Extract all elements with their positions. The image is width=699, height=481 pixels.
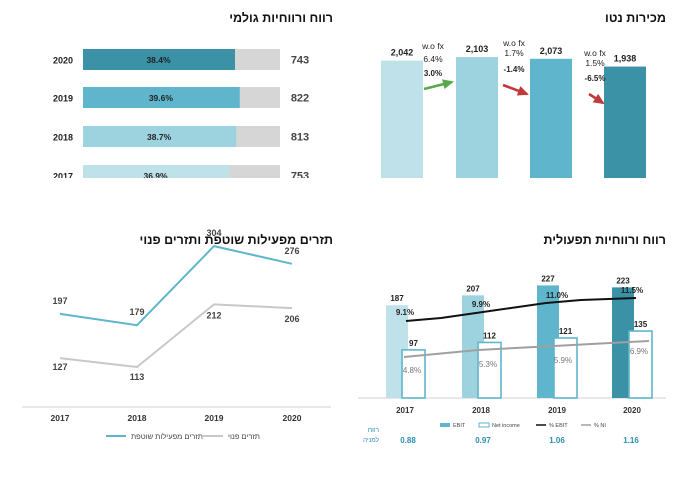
net-sales-value-label-2017: 2,042 — [391, 48, 414, 58]
gross-profit-margin-bar-2019 — [83, 87, 240, 108]
gross-profit-margin-label-2020: 38.4% — [146, 55, 171, 65]
net-sales-value-label-2018: 2,103 — [466, 44, 489, 54]
net-sales-wofx-value-1: 1.7% — [504, 48, 524, 58]
pct-ebit-label-2018: 9.9% — [472, 300, 490, 309]
cash-flow-label-1-2017: 127 — [52, 362, 67, 372]
net-sales-wofx-label-0: w.o fx — [421, 41, 444, 51]
operating-profit-title: רווח ורווחיות תפעולית — [543, 233, 667, 247]
cash-flow-year-label-2019: 2019 — [205, 413, 224, 423]
net-sales-arrow-2 — [588, 92, 605, 105]
pct-ni-line — [403, 340, 650, 358]
ebit-value-2020: 223 — [616, 276, 630, 285]
pct-ni-label-2017: 4.8% — [403, 366, 421, 375]
cash-flow-label-1-2019: 212 — [206, 310, 221, 320]
cash-flow-year-label-2017: 2017 — [51, 413, 70, 423]
eps-label-line-2: למניה — [363, 436, 380, 444]
gross-profit-year-label-2020: 2020 — [53, 56, 73, 66]
cash-flow-line-1 — [59, 303, 293, 369]
net-sales-bar-2018 — [456, 57, 498, 178]
ebit-value-2018: 207 — [466, 284, 480, 293]
net-sales-title: מכירות נטו — [605, 11, 666, 25]
pct-ebit-label-2019: 11.0% — [546, 291, 568, 300]
net-income-value-2017: 97 — [409, 339, 418, 348]
ebit-value-2019: 227 — [541, 274, 555, 283]
pct-ebit-label-2017: 9.1% — [396, 308, 414, 317]
pct-ni-label-2019: 5.9% — [554, 356, 572, 365]
pct-ni-label-2020: 6.9% — [630, 347, 648, 356]
op-legend-label-pct-ni: % NI — [594, 423, 606, 429]
cash-flow-label-0-2020: 276 — [284, 246, 299, 256]
gross-profit-margin-label-2017: 36.9% — [143, 171, 168, 181]
gross-profit-value-2017: 753 — [291, 171, 309, 183]
net-sales-change-1: -1.4% — [504, 65, 525, 74]
net-sales-value-label-2019: 2,073 — [540, 46, 563, 56]
net-sales-wofx-label-2: w.o fx — [583, 48, 606, 58]
gross-profit-value-2018: 813 — [291, 132, 309, 144]
gross-profit-margin-bar-2018 — [83, 126, 237, 147]
gross-profit-year-label-2019: 2019 — [53, 94, 73, 104]
op-legend-swatch-ebit — [440, 423, 450, 427]
operating-year-label-2020: 2020 — [623, 406, 641, 415]
eps-value-2019: 1.06 — [549, 436, 565, 445]
eps-value-2017: 0.88 — [400, 436, 416, 445]
pct-ebit-label-2020: 11.5% — [621, 286, 643, 295]
op-legend-label-ebit: EBIT — [453, 423, 466, 429]
pct-ebit-line — [405, 297, 637, 322]
operating-year-label-2017: 2017 — [396, 406, 414, 415]
pct-ni-label-2018: 5.3% — [479, 360, 497, 369]
cash-flow-legend-label-0: תזרים מפעילות שוטפת — [131, 432, 203, 441]
net-income-bar-2017 — [401, 349, 426, 399]
gross-profit-margin-bar-2020 — [83, 49, 235, 70]
op-legend-swatch-ni — [478, 422, 490, 428]
gross-profit-value-2020: 743 — [291, 55, 309, 67]
net-sales-bar-2017 — [381, 60, 423, 178]
operating-year-label-2018: 2018 — [472, 406, 490, 415]
eps-value-2020: 1.16 — [623, 436, 639, 445]
net-sales-arrow-0 — [423, 79, 454, 91]
gross-profit-value-2019: 822 — [291, 93, 309, 105]
gross-profit-margin-label-2018: 38.7% — [147, 132, 172, 142]
cash-flow-label-1-2020: 206 — [284, 314, 299, 324]
cash-flow-label-0-2019: 304 — [206, 228, 221, 238]
cash-flow-legend-label-1: תזרים פנוי — [228, 432, 260, 441]
net-sales-bar-2019 — [530, 58, 572, 178]
op-legend-label-pct-ebit: % EBIT — [549, 423, 568, 429]
net-income-bar-2018 — [477, 341, 502, 399]
cash-flow-year-label-2020: 2020 — [283, 413, 302, 423]
net-income-value-2018: 112 — [483, 331, 496, 340]
gross-profit-year-label-2018: 2018 — [53, 133, 73, 143]
net-income-bar-2019 — [553, 337, 578, 399]
net-sales-change-0: 3.0% — [424, 69, 442, 78]
ebit-value-2017: 187 — [390, 294, 404, 303]
net-income-bar-2020 — [628, 330, 653, 399]
net-income-value-2020: 135 — [634, 320, 648, 329]
cash-flow-label-0-2018: 179 — [129, 307, 144, 317]
eps-label-line-1: רווח — [368, 427, 379, 434]
cash-flow-label-0-2017: 197 — [52, 296, 67, 306]
gross-profit-margin-label-2019: 39.6% — [149, 93, 174, 103]
cash-flow-label-1-2018: 113 — [130, 372, 145, 382]
cash-flow-line-0 — [59, 244, 293, 327]
net-sales-arrow-1 — [502, 83, 529, 96]
net-income-value-2019: 121 — [559, 327, 573, 336]
net-sales-value-label-2020: 1,938 — [614, 54, 637, 64]
net-sales-change-2: -6.5% — [585, 74, 606, 83]
eps-value-2018: 0.97 — [475, 436, 491, 445]
operating-year-label-2019: 2019 — [548, 406, 566, 415]
net-sales-bar-2020 — [604, 66, 646, 178]
net-sales-wofx-value-2: 1.5% — [585, 58, 605, 68]
cash-flow-year-label-2018: 2018 — [128, 413, 147, 423]
op-cash-flow-title: תזרים מפעילות שוטפת ותזרים פנוי — [139, 233, 333, 247]
gross-profit-margin-bar-2017 — [83, 165, 230, 178]
net-sales-wofx-label-1: w.o fx — [502, 38, 525, 48]
gross-profit-title: רווח ורווחיות גולמי — [229, 11, 333, 25]
gross-profit-year-label-2017: 2017 — [53, 172, 73, 182]
net-sales-wofx-value-0: 6.4% — [423, 54, 443, 64]
op-legend-label-ni: Net income — [492, 423, 520, 429]
